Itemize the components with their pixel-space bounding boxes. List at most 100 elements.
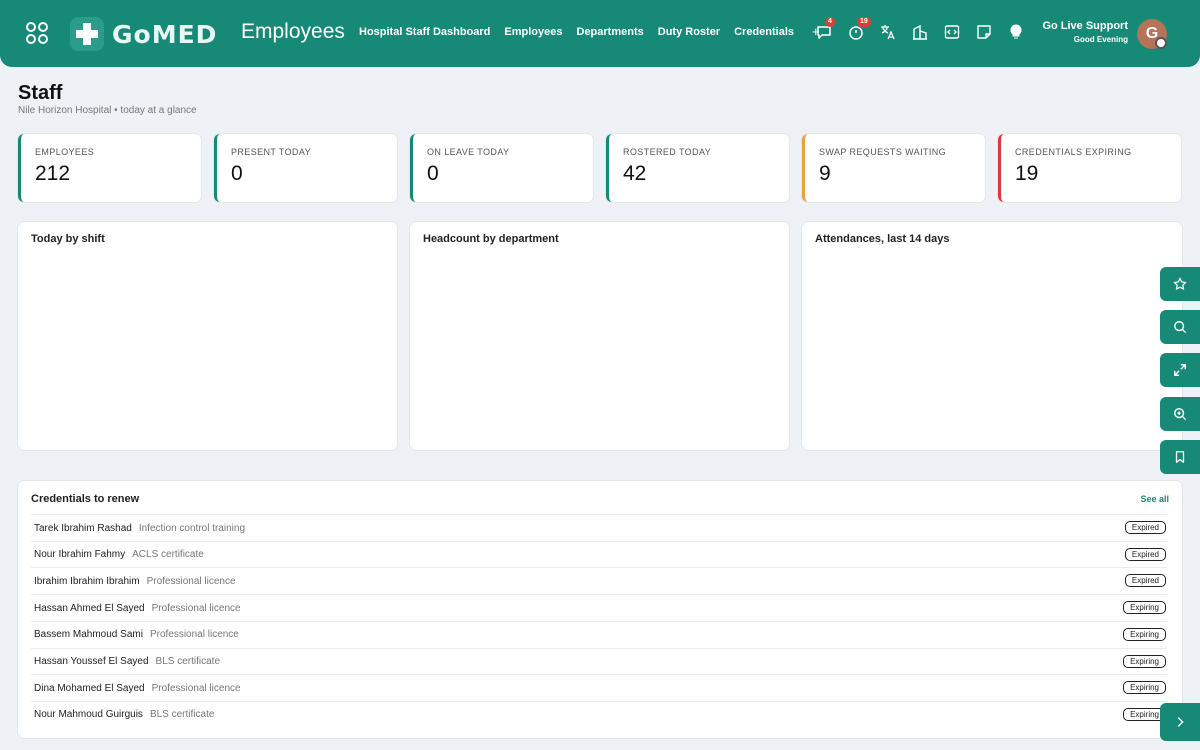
user-name: Go Live Support bbox=[1042, 20, 1128, 32]
employee-name[interactable]: Ibrahim Ibrahim Ibrahim bbox=[34, 575, 140, 587]
expand-icon bbox=[1174, 364, 1186, 376]
see-all-link[interactable]: See all bbox=[1140, 494, 1169, 504]
employee-name[interactable]: Nour Mahmoud Guirguis bbox=[34, 709, 143, 721]
table-row[interactable]: Bassem Mahmoud Sami Professional licence E… bbox=[31, 620, 1167, 648]
credential-type: ACLS certificate bbox=[132, 549, 204, 561]
status-badge: Expired bbox=[1124, 521, 1166, 534]
building-icon[interactable] bbox=[912, 24, 928, 40]
stat-value: 42 bbox=[623, 162, 647, 185]
bookmark-icon bbox=[1175, 451, 1185, 463]
credential-type: Professional licence bbox=[149, 629, 239, 641]
zoom-in-icon bbox=[1174, 408, 1187, 421]
employee-name[interactable]: Nour Ibrahim Fahmy bbox=[34, 549, 126, 561]
medical-cross-icon bbox=[70, 17, 104, 51]
nav-item-credentials[interactable]: Credentials bbox=[734, 26, 795, 38]
timer-icon[interactable]: 19 bbox=[848, 17, 871, 40]
stat-label: ON LEAVE TODAY bbox=[427, 147, 510, 157]
page-title: Staff bbox=[18, 82, 63, 104]
nav-item-duty-roster[interactable]: Duty Roster bbox=[657, 26, 721, 38]
stat-card-credentials-expiring[interactable]: CREDENTIALS EXPIRING 19 bbox=[998, 134, 1181, 202]
credential-type: BLS certificate bbox=[149, 709, 215, 721]
nav-item-departments[interactable]: Departments bbox=[576, 26, 644, 38]
credential-type: Professional licence bbox=[151, 602, 241, 614]
table-row[interactable]: Hassan Ahmed El Sayed Professional licenc… bbox=[31, 594, 1167, 621]
gomed-logo[interactable]: GoMED bbox=[70, 16, 217, 52]
employee-name[interactable]: Tarek Ibrahim Rashad bbox=[34, 522, 132, 534]
status-badge: Expiring bbox=[1123, 681, 1166, 695]
chart-card-shift: Today by shift 02468101214MorningNightEv… bbox=[18, 222, 397, 450]
stat-label: PRESENT TODAY bbox=[231, 147, 312, 157]
chevron-right-icon bbox=[1177, 717, 1184, 727]
stat-label: EMPLOYEES bbox=[35, 147, 95, 157]
main-nav: Hospital Staff Dashboard Employees Depar… bbox=[359, 24, 820, 39]
bookmark-button[interactable] bbox=[1160, 440, 1200, 474]
table-row[interactable]: Dina Mohamed El Sayed Professional licenc… bbox=[31, 674, 1167, 701]
logo-text: GoMED bbox=[112, 19, 218, 49]
table-row[interactable]: Hassan Youssef El Sayed BLS certificate Ex… bbox=[31, 647, 1167, 675]
department-bar-chart: 020406080100NursingAnaesthesia & ICUEmer… bbox=[410, 222, 789, 450]
stat-value: 19 bbox=[1015, 162, 1039, 185]
user-menu[interactable]: Go Live Support Good Evening bbox=[1042, 20, 1128, 44]
stat-card-swap-requests[interactable]: SWAP REQUESTS WAITING 9 bbox=[802, 134, 985, 202]
attendance-area-chart: 02040608010012014016018030 Aug31 Aug01 S… bbox=[802, 222, 1182, 450]
table-row[interactable]: Nour Mahmoud Guirguis BLS certificate Expi… bbox=[31, 700, 1167, 728]
stat-card-employees[interactable]: EMPLOYEES 212 bbox=[18, 134, 201, 202]
shift-bar-chart: 02468101214MorningNightEvening bbox=[18, 222, 397, 450]
note-icon[interactable] bbox=[976, 24, 992, 40]
employee-name[interactable]: Dina Mohamed El Sayed bbox=[34, 682, 145, 694]
favorite-button[interactable] bbox=[1160, 267, 1200, 301]
translate-icon[interactable] bbox=[880, 24, 896, 40]
star-icon bbox=[1173, 277, 1187, 290]
chart-card-attendance: Attendances, last 14 days 02040608010012… bbox=[802, 222, 1182, 450]
top-navbar: GoMED Employees Hospital Staff Dashboard… bbox=[0, 0, 1200, 67]
status-badge: Expiring bbox=[1123, 601, 1166, 615]
table-row[interactable]: Nour Ibrahim Fahmy ACLS certificate Expire… bbox=[31, 540, 1167, 568]
status-badge: Expired bbox=[1124, 547, 1166, 561]
status-dot bbox=[1155, 37, 1167, 49]
chart-card-department: Headcount by department 020406080100Nurs… bbox=[410, 222, 789, 450]
credential-type: Professional licence bbox=[151, 682, 241, 694]
chat-badge: 4 bbox=[825, 17, 835, 27]
credential-type: Infection control training bbox=[138, 522, 245, 534]
header-icons: 4 19 bbox=[816, 17, 1024, 40]
employee-name[interactable]: Hassan Youssef El Sayed bbox=[34, 656, 149, 667]
chat-icon[interactable]: 4 bbox=[816, 17, 835, 40]
stat-value: 0 bbox=[231, 162, 243, 185]
apps-grid-icon[interactable] bbox=[26, 22, 48, 44]
chart-title: Today by shift bbox=[31, 233, 105, 245]
stat-label: SWAP REQUESTS WAITING bbox=[819, 147, 947, 157]
timer-badge: 19 bbox=[857, 17, 871, 27]
chart-title: Headcount by department bbox=[423, 233, 559, 245]
stat-label: CREDENTIALS EXPIRING bbox=[1015, 147, 1132, 157]
add-tab-button[interactable]: + bbox=[812, 24, 820, 39]
stat-card-rostered-today[interactable]: ROSTERED TODAY 42 bbox=[606, 134, 789, 202]
stat-value: 9 bbox=[819, 162, 831, 185]
lightbulb-icon[interactable] bbox=[1008, 24, 1024, 40]
table-row[interactable]: Ibrahim Ibrahim Ibrahim Professional lice… bbox=[31, 567, 1167, 594]
status-badge: Expiring bbox=[1123, 654, 1166, 668]
nav-item-employees[interactable]: Employees bbox=[504, 26, 563, 38]
zoom-button[interactable] bbox=[1160, 397, 1200, 431]
stat-card-on-leave-today[interactable]: ON LEAVE TODAY 0 bbox=[410, 134, 593, 202]
credentials-title: Credentials to renew bbox=[31, 493, 140, 505]
employee-name[interactable]: Hassan Ahmed El Sayed bbox=[34, 602, 145, 614]
search-icon bbox=[1174, 321, 1187, 334]
search-button[interactable] bbox=[1160, 310, 1200, 344]
expand-panel-button[interactable] bbox=[1160, 703, 1200, 741]
table-row[interactable]: Tarek Ibrahim Rashad Infection control tr… bbox=[31, 514, 1167, 541]
status-badge: Expired bbox=[1124, 574, 1166, 588]
status-badge: Expiring bbox=[1123, 627, 1166, 641]
stat-value: 212 bbox=[35, 162, 71, 185]
credentials-panel: Credentials to renew See all Tarek Ibrah… bbox=[18, 481, 1182, 738]
employee-name[interactable]: Bassem Mahmoud Sami bbox=[34, 629, 143, 641]
fullscreen-button[interactable] bbox=[1160, 353, 1200, 387]
credential-type: BLS certificate bbox=[155, 656, 221, 667]
credential-type: Professional licence bbox=[146, 575, 236, 587]
stat-label: ROSTERED TODAY bbox=[623, 147, 712, 157]
page-heading: Employees bbox=[241, 20, 345, 43]
stat-card-present-today[interactable]: PRESENT TODAY 0 bbox=[214, 134, 397, 202]
nav-item-dashboard[interactable]: Hospital Staff Dashboard bbox=[359, 26, 491, 38]
page-subtitle: Nile Horizon Hospital • today at a glanc… bbox=[18, 105, 197, 116]
chart-title: Attendances, last 14 days bbox=[815, 233, 950, 245]
code-icon[interactable] bbox=[944, 24, 960, 40]
